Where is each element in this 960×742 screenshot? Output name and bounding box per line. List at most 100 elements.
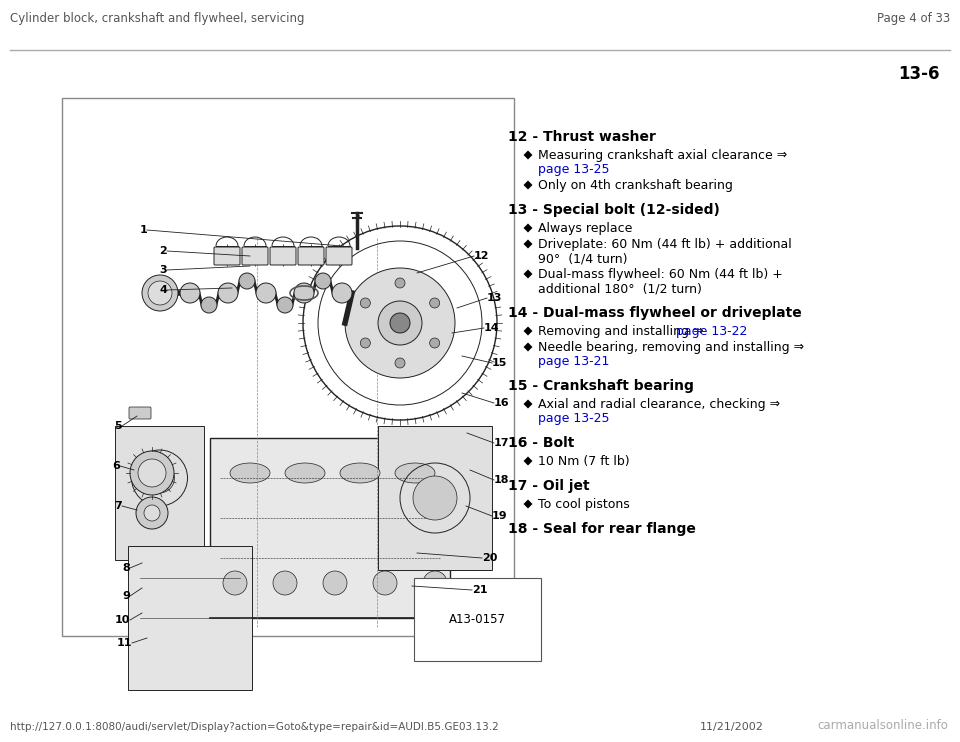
Text: 18 - Seal for rear flange: 18 - Seal for rear flange [508, 522, 696, 536]
Circle shape [138, 459, 166, 487]
FancyBboxPatch shape [270, 247, 296, 265]
Polygon shape [523, 326, 533, 335]
Text: Removing and installing ⇒: Removing and installing ⇒ [538, 325, 708, 338]
Text: page 13-22: page 13-22 [676, 325, 747, 338]
Text: 11/21/2002: 11/21/2002 [700, 722, 764, 732]
Text: 21: 21 [472, 585, 488, 595]
Ellipse shape [285, 463, 325, 483]
FancyBboxPatch shape [242, 247, 268, 265]
Text: 90°  (1/4 turn): 90° (1/4 turn) [538, 252, 628, 265]
Text: 4: 4 [159, 285, 167, 295]
Text: 13 - Special bolt (12-sided): 13 - Special bolt (12-sided) [508, 203, 720, 217]
FancyBboxPatch shape [378, 426, 492, 570]
Circle shape [430, 338, 440, 348]
Text: A13-0157: A13-0157 [449, 613, 506, 626]
Ellipse shape [340, 463, 380, 483]
Circle shape [423, 571, 447, 595]
Text: 18: 18 [494, 475, 510, 485]
Circle shape [294, 283, 314, 303]
Circle shape [373, 571, 397, 595]
Polygon shape [523, 151, 533, 160]
Circle shape [130, 451, 174, 495]
Text: carmanualsonline.info: carmanualsonline.info [817, 719, 948, 732]
Text: additional 180°  (1/2 turn): additional 180° (1/2 turn) [538, 282, 702, 295]
Circle shape [142, 275, 178, 311]
Text: Driveplate: 60 Nm (44 ft lb) + additional: Driveplate: 60 Nm (44 ft lb) + additiona… [538, 238, 792, 251]
Text: 11: 11 [116, 638, 132, 648]
Text: Measuring crankshaft axial clearance ⇒: Measuring crankshaft axial clearance ⇒ [538, 149, 791, 162]
Circle shape [360, 298, 371, 308]
Ellipse shape [230, 463, 270, 483]
Text: 5: 5 [114, 421, 122, 431]
Text: 9: 9 [122, 591, 130, 601]
Text: 16 - Bolt: 16 - Bolt [508, 436, 574, 450]
Circle shape [277, 297, 293, 313]
Text: 13-6: 13-6 [899, 65, 940, 83]
Text: page 13-25: page 13-25 [538, 412, 610, 425]
Text: Only on 4th crankshaft bearing: Only on 4th crankshaft bearing [538, 179, 732, 192]
Circle shape [148, 281, 172, 305]
Text: 20: 20 [482, 553, 497, 563]
Text: 12: 12 [474, 251, 490, 261]
Text: 8: 8 [122, 563, 130, 573]
Text: 12 - Thrust washer: 12 - Thrust washer [508, 130, 656, 144]
Circle shape [218, 283, 238, 303]
Text: Always replace: Always replace [538, 222, 633, 235]
Text: Needle bearing, removing and installing ⇒: Needle bearing, removing and installing … [538, 341, 804, 354]
FancyBboxPatch shape [210, 438, 450, 618]
Text: 6: 6 [112, 461, 120, 471]
Circle shape [345, 268, 455, 378]
Circle shape [395, 358, 405, 368]
Circle shape [256, 283, 276, 303]
Bar [62, 98, 514, 636]
Circle shape [378, 301, 422, 345]
Text: 13: 13 [487, 293, 502, 303]
Text: Cylinder block, crankshaft and flywheel, servicing: Cylinder block, crankshaft and flywheel,… [10, 12, 304, 25]
FancyBboxPatch shape [298, 247, 324, 265]
Circle shape [223, 571, 247, 595]
Text: page 13-21: page 13-21 [538, 355, 610, 368]
Polygon shape [523, 269, 533, 278]
Text: 10: 10 [114, 615, 130, 625]
Text: 15 - Crankshaft bearing: 15 - Crankshaft bearing [508, 379, 694, 393]
Text: page 13-25: page 13-25 [538, 163, 610, 176]
Polygon shape [523, 456, 533, 465]
Circle shape [323, 571, 347, 595]
Text: 10 Nm (7 ft lb): 10 Nm (7 ft lb) [538, 455, 630, 468]
Polygon shape [523, 343, 533, 352]
Polygon shape [523, 499, 533, 508]
Text: Axial and radial clearance, checking ⇒: Axial and radial clearance, checking ⇒ [538, 398, 780, 411]
Text: 17 - Oil jet: 17 - Oil jet [508, 479, 589, 493]
Circle shape [413, 476, 457, 520]
Text: 14 - Dual-mass flywheel or driveplate: 14 - Dual-mass flywheel or driveplate [508, 306, 802, 320]
Text: 14: 14 [484, 323, 499, 333]
Circle shape [395, 278, 405, 288]
FancyBboxPatch shape [128, 546, 252, 690]
Circle shape [144, 505, 160, 521]
Polygon shape [523, 223, 533, 232]
Text: To cool pistons: To cool pistons [538, 498, 630, 511]
Circle shape [332, 283, 352, 303]
Text: 7: 7 [114, 501, 122, 511]
Polygon shape [523, 180, 533, 189]
Ellipse shape [395, 463, 435, 483]
Text: 1: 1 [139, 225, 147, 235]
Text: 15: 15 [492, 358, 508, 368]
FancyBboxPatch shape [129, 407, 151, 419]
Text: 16: 16 [494, 398, 510, 408]
Circle shape [180, 283, 200, 303]
Circle shape [360, 338, 371, 348]
Circle shape [239, 273, 255, 289]
Circle shape [201, 297, 217, 313]
Text: Dual-mass flywheel: 60 Nm (44 ft lb) +: Dual-mass flywheel: 60 Nm (44 ft lb) + [538, 268, 782, 281]
Text: 17: 17 [494, 438, 510, 448]
Text: 19: 19 [492, 511, 508, 521]
Polygon shape [523, 240, 533, 249]
Text: http://127.0.0.1:8080/audi/servlet/Display?action=Goto&type=repair&id=AUDI.B5.GE: http://127.0.0.1:8080/audi/servlet/Displ… [10, 722, 499, 732]
Polygon shape [523, 399, 533, 409]
Circle shape [430, 298, 440, 308]
Circle shape [390, 313, 410, 333]
FancyBboxPatch shape [115, 426, 204, 560]
Text: Page 4 of 33: Page 4 of 33 [876, 12, 950, 25]
Circle shape [273, 571, 297, 595]
